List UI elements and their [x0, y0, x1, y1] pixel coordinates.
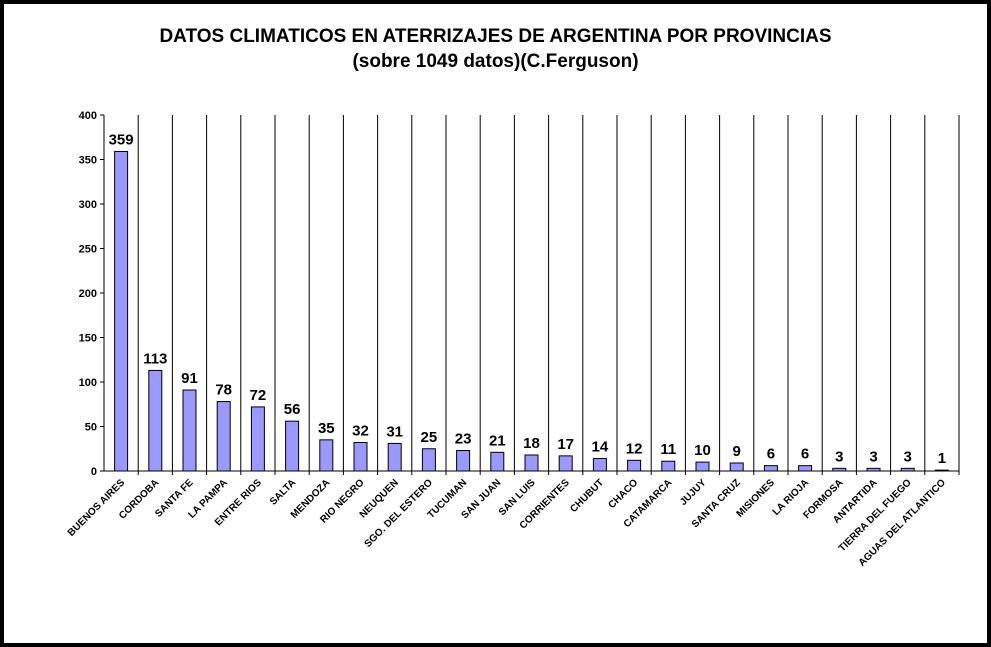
bar	[490, 451, 505, 472]
category-label: SALTA	[268, 477, 298, 507]
y-tick-label: 250	[79, 244, 97, 256]
data-label: 3	[904, 448, 912, 465]
data-label: 12	[626, 440, 643, 457]
bar	[661, 460, 676, 472]
bar	[558, 455, 573, 472]
data-label: 3	[835, 448, 843, 465]
bar	[387, 442, 402, 472]
chart-title: DATOS CLIMATICOS EN ATERRIZAJES DE ARGEN…	[159, 26, 832, 47]
bar	[900, 467, 915, 472]
bar	[216, 401, 231, 472]
data-label: 3	[869, 448, 877, 465]
y-tick-label: 0	[91, 466, 97, 478]
data-label: 23	[455, 431, 472, 448]
data-label: 31	[386, 423, 403, 440]
bar	[250, 406, 265, 472]
category-label: CHACO	[607, 477, 641, 511]
bar	[592, 458, 607, 472]
category-label: SGO. DEL ESTERO	[363, 477, 436, 550]
y-tick-label: 350	[79, 155, 97, 167]
data-label: 32	[352, 423, 369, 440]
bar	[285, 420, 300, 472]
data-label: 72	[250, 387, 267, 404]
data-label: 6	[801, 446, 809, 463]
data-label: 17	[557, 436, 574, 453]
data-label: 14	[592, 439, 609, 456]
data-label: 18	[523, 435, 540, 452]
data-label: 10	[694, 442, 711, 459]
bar	[456, 450, 471, 472]
y-tick-label: 150	[79, 333, 97, 345]
data-label: 6	[767, 446, 775, 463]
data-label: 25	[421, 429, 438, 446]
chart-subtitle: (sobre 1049 datos)(C.Ferguson)	[352, 51, 639, 72]
y-tick-label: 50	[85, 422, 97, 434]
data-label: 359	[109, 131, 134, 148]
y-tick-label: 300	[79, 199, 97, 211]
y-tick-label: 100	[79, 377, 97, 389]
bar	[353, 442, 368, 472]
bar	[866, 467, 881, 472]
bar	[148, 369, 163, 472]
bar	[182, 389, 197, 472]
category-label: BUENOS AIRES	[66, 477, 128, 539]
bar	[695, 461, 710, 472]
bar	[627, 459, 642, 472]
bar	[832, 467, 847, 472]
bar	[763, 465, 778, 472]
data-label: 35	[318, 420, 335, 437]
data-label: 56	[284, 401, 301, 418]
bar	[729, 462, 744, 472]
data-label: 113	[143, 350, 167, 367]
bar	[934, 469, 949, 472]
data-label: 1	[938, 450, 946, 467]
bar	[421, 448, 436, 472]
y-tick-label: 400	[79, 110, 97, 122]
data-label: 9	[733, 443, 741, 460]
data-label: 91	[181, 370, 198, 387]
data-label: 78	[215, 382, 232, 399]
data-label: 21	[489, 432, 506, 449]
y-tick-label: 200	[79, 288, 97, 300]
bar	[114, 150, 129, 472]
bar	[798, 465, 813, 472]
category-label: CHUBUT	[568, 477, 606, 515]
category-label: JUJUY	[678, 477, 709, 508]
data-label: 11	[660, 441, 676, 458]
bar	[524, 454, 539, 472]
bar	[319, 439, 334, 472]
